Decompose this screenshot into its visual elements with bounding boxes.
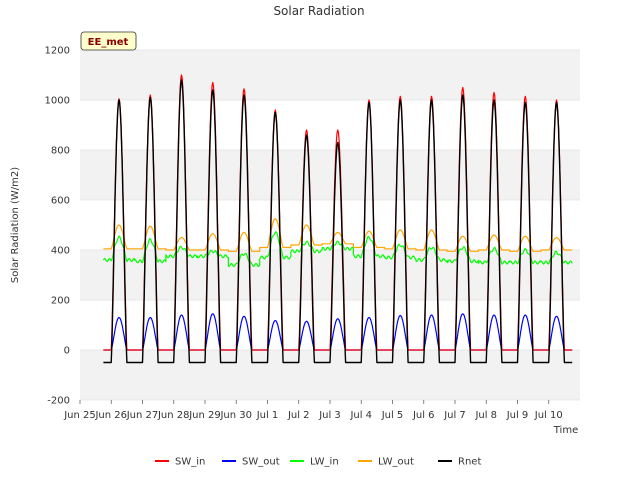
legend-label: SW_out <box>242 457 280 468</box>
x-tick-label: Jun 29 <box>188 410 221 421</box>
x-tick-label: Jul 4 <box>349 410 372 421</box>
legend-label: LW_out <box>378 457 414 468</box>
y-tick-label: 800 <box>51 146 70 157</box>
x-tick-label: Jul 2 <box>287 410 310 421</box>
x-tick-label: Jun 27 <box>126 410 159 421</box>
grid-band <box>80 150 580 200</box>
x-tick-label: Jul 8 <box>474 410 497 421</box>
x-tick-label: Jul 10 <box>534 410 563 421</box>
y-axis-ticks: -200 0 200 400 600 800 1000 1200 <box>45 46 70 407</box>
legend-label: SW_in <box>175 457 205 468</box>
legend-item-sw-out: SW_out <box>222 457 280 468</box>
grid-band <box>80 250 580 300</box>
y-tick-label: -200 <box>47 396 70 407</box>
series-layer <box>102 74 573 364</box>
x-tick-label: Jul 5 <box>381 410 404 421</box>
station-tag: EE_met <box>80 31 137 51</box>
series-line-lw-out <box>103 218 573 252</box>
x-tick-label: Jun 30 <box>219 410 252 421</box>
y-tick-label: 0 <box>64 346 70 357</box>
y-tick-label: 200 <box>51 296 70 307</box>
legend-label: Rnet <box>458 457 481 468</box>
station-tag-box <box>80 31 137 51</box>
x-tick-label: Jun 28 <box>157 410 190 421</box>
x-tick-label: Jul 3 <box>318 410 341 421</box>
y-axis-title: Solar Radiation (W/m2) <box>10 167 21 283</box>
x-tick-label: Jun 25 <box>63 410 96 421</box>
legend-item-lw-in: LW_in <box>290 457 339 468</box>
x-tick-label: Jul 7 <box>443 410 466 421</box>
station-tag-label: EE_met <box>88 37 129 48</box>
grid-band <box>80 50 580 100</box>
x-tick-label: Jul 9 <box>506 410 529 421</box>
series-line-sw-out <box>103 313 573 351</box>
series-line-rnet <box>103 79 573 364</box>
x-tick-label: Jul 6 <box>412 410 435 421</box>
legend-item-lw-out: LW_out <box>358 457 414 468</box>
chart-title: Solar Radiation <box>273 4 364 18</box>
y-tick-label: 1200 <box>45 46 70 57</box>
y-tick-label: 1000 <box>45 96 70 107</box>
legend: SW_in SW_out LW_in LW_out Rnet <box>155 457 481 468</box>
x-tick-label: Jul 1 <box>256 410 279 421</box>
x-axis-title: Time <box>553 425 578 436</box>
legend-label: LW_in <box>310 457 339 468</box>
x-axis-ticks: Jun 25 Jun 26 Jun 27 Jun 28 Jun 29 Jun 30 Jul … <box>63 400 563 421</box>
series-line-sw-in <box>103 74 573 351</box>
legend-item-rnet: Rnet <box>438 457 481 468</box>
y-tick-label: 400 <box>51 246 70 257</box>
y-tick-label: 600 <box>51 196 70 207</box>
x-tick-label: Jun 26 <box>94 410 127 421</box>
series-line-lw-in <box>102 231 573 268</box>
legend-item-sw-in: SW_in <box>155 457 205 468</box>
